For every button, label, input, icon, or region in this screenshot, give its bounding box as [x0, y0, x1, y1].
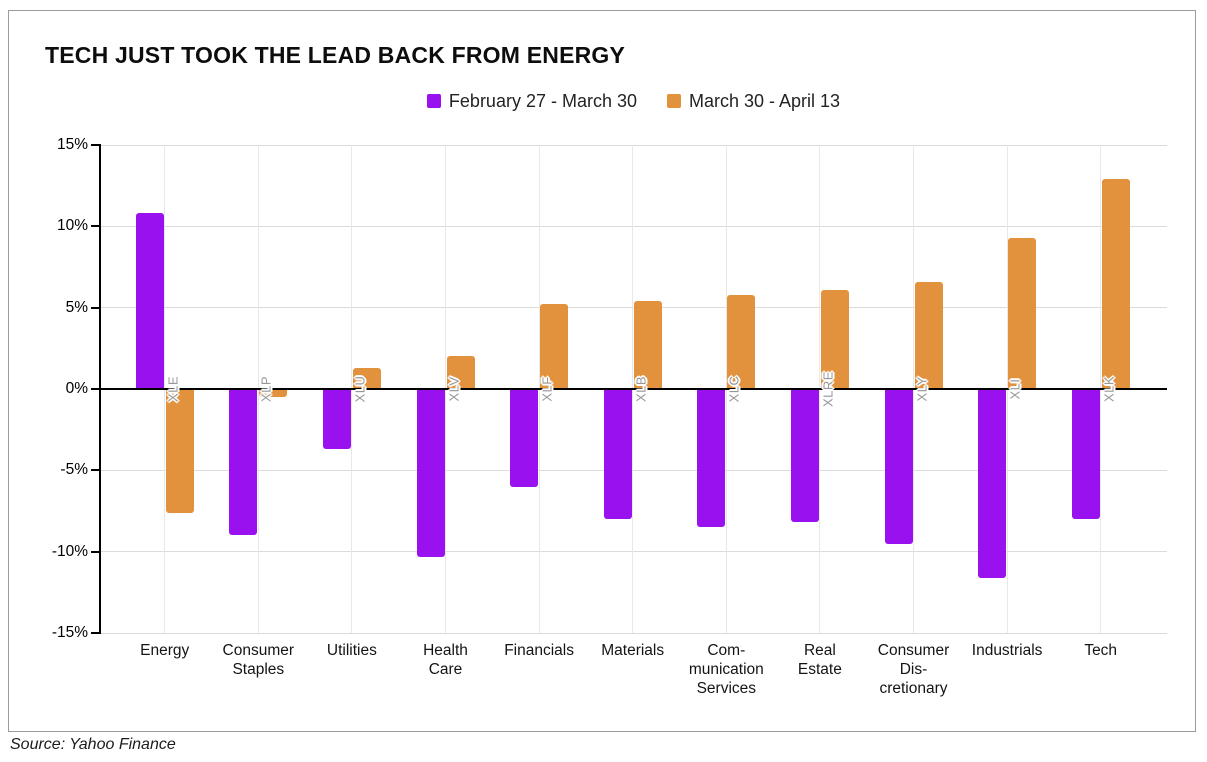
bar-xlc-series2 [727, 294, 756, 389]
bar-xlv-series2 [446, 356, 475, 389]
bar-xlb-series1 [603, 389, 632, 520]
x-axis-label-xlf: Financials [504, 642, 574, 659]
bar-xlf-series2 [540, 304, 569, 389]
ticker-label-xlv: XLV [446, 376, 461, 402]
bar-xly-series2 [914, 281, 943, 389]
bar-xli-series1 [978, 389, 1007, 578]
y-axis-tick [91, 469, 100, 472]
y-axis-tick [91, 144, 100, 146]
bar-xlv-series1 [416, 389, 445, 557]
y-axis-label: -5% [60, 461, 88, 479]
gridline-h [100, 307, 1167, 309]
zero-line [100, 388, 1167, 390]
bar-xlp-series2 [259, 389, 288, 398]
chart-legend: February 27 - March 30 March 30 - April … [100, 90, 1167, 112]
x-axis-label-xlv: Health Care [423, 642, 468, 678]
bar-xlf-series1 [510, 389, 539, 487]
gridline-h [100, 469, 1167, 471]
ticker-label-xlf: XLF [539, 376, 555, 402]
chart-frame [8, 10, 1196, 732]
legend-swatch-orange [667, 94, 681, 108]
gridline-h [100, 144, 1167, 146]
gridline-h [100, 632, 1167, 634]
ticker-label-xlc: XLC [726, 375, 742, 403]
bar-xlp-series1 [229, 389, 258, 536]
x-axis-label-xli: Industrials [971, 642, 1043, 659]
x-axis-label-xle: Energy [140, 642, 190, 659]
x-axis-label-xlb: Materials [601, 642, 665, 659]
y-axis-tick [91, 225, 100, 228]
ticker-label-xli: XLI [1007, 378, 1023, 400]
x-axis-label-xlre: Real Estate [797, 642, 842, 678]
bar-xlb-series2 [633, 301, 662, 389]
bar-xlu-series1 [322, 389, 351, 450]
x-axis-label-xlu: Utilities [326, 642, 377, 659]
bar-xlk-series2 [1101, 179, 1130, 389]
x-axis-label-xly: Consumer Dis- cretionary [877, 642, 950, 697]
bar-xlk-series1 [1071, 389, 1100, 520]
y-axis-label: 5% [65, 298, 88, 316]
gridline-h [100, 551, 1167, 553]
x-axis-label-xlc: Com- munication Services [688, 642, 764, 697]
ticker-label-xlb: XLB [633, 375, 649, 403]
y-axis-tick [91, 306, 100, 309]
y-axis-tick [91, 388, 100, 390]
y-axis-label: 10% [56, 217, 88, 235]
legend-label-period2: March 30 - April 13 [689, 91, 841, 111]
bar-xlre-series2 [820, 289, 849, 389]
bar-xlre-series1 [790, 389, 819, 523]
y-axis-label: 15% [56, 136, 88, 153]
y-axis-label: -15% [51, 624, 88, 641]
bar-xli-series2 [1008, 237, 1037, 389]
ticker-label-xly: XLY [914, 376, 929, 402]
ticker-label-xlk: XLK [1101, 375, 1117, 403]
ticker-label-xle: XLE [165, 375, 181, 403]
x-axis-label-xlk: Tech [1084, 642, 1118, 659]
legend-label-period1: February 27 - March 30 [448, 91, 637, 111]
y-axis-tick [91, 550, 100, 553]
y-axis-tick [91, 632, 100, 634]
ticker-label-xlu: XLU [352, 375, 368, 403]
legend-item-period1: February 27 - March 30 [426, 91, 637, 111]
x-axis-label-xlp: Consumer Staples [222, 642, 295, 678]
ticker-label-xlp: XLP [258, 375, 274, 403]
legend-swatch-purple [426, 94, 441, 108]
chart-title: TECH JUST TOOK THE LEAD BACK FROM ENERGY [45, 42, 626, 68]
bar-xle-series2 [165, 389, 194, 513]
y-axis-label: -10% [51, 542, 88, 560]
legend-item-period2: March 30 - April 13 [667, 92, 840, 110]
bar-xly-series1 [884, 389, 913, 544]
gridline-h [100, 225, 1167, 227]
ticker-label-xlre: XLRE [820, 371, 836, 407]
y-axis-label: 0% [65, 380, 88, 397]
bar-xlu-series2 [352, 367, 381, 389]
bar-xle-series1 [135, 213, 164, 389]
source-note: Source: Yahoo Finance [10, 736, 176, 753]
bar-xlc-series1 [697, 389, 726, 528]
